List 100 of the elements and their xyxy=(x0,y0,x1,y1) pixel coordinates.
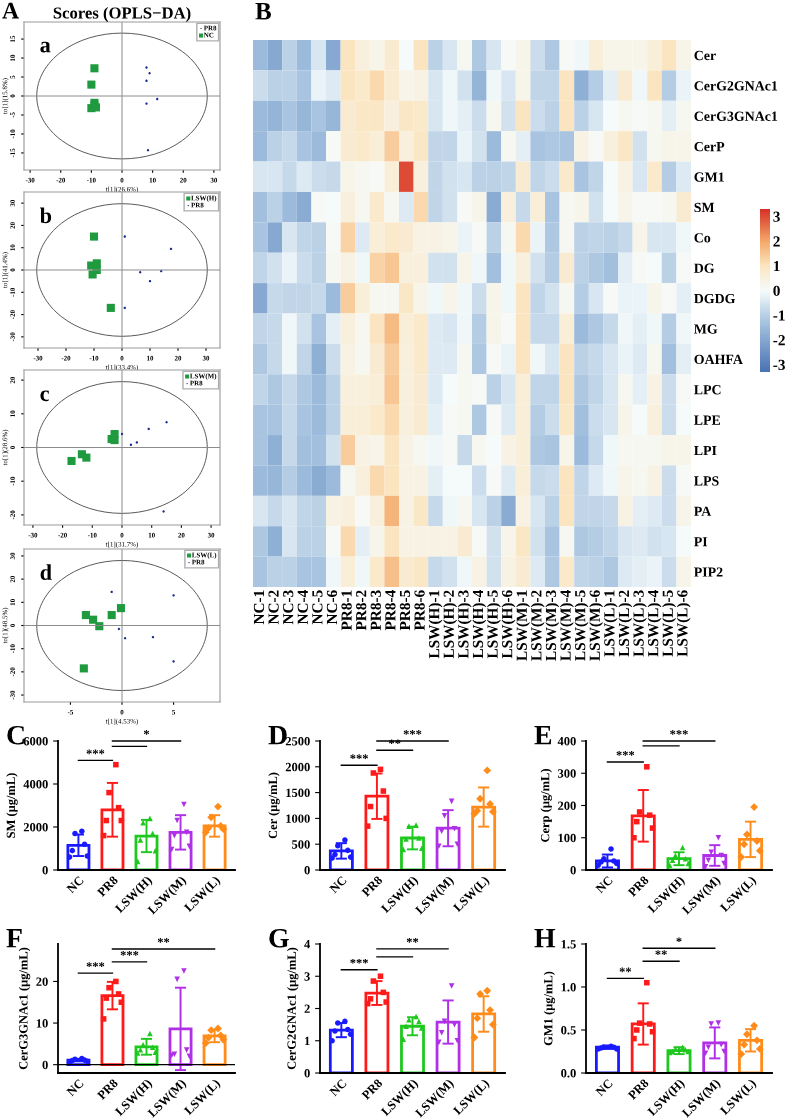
text: B xyxy=(255,2,271,20)
x-tick-label: NC-3 xyxy=(283,590,294,625)
x-tick-label: LSW(L)-4 xyxy=(647,590,662,657)
x-tick-label: LSW(H)-6 xyxy=(501,590,516,659)
x-tick-label: NC-1 xyxy=(253,590,265,625)
y-tick-label: 0.0 xyxy=(561,1069,576,1078)
y-tick-label: PIP2 xyxy=(694,567,723,577)
y-axis-title: CerG2GNAc1 (μg/mL) xyxy=(287,947,299,1070)
x-tick-label: NC xyxy=(595,1078,614,1097)
annotation: *** xyxy=(86,962,105,967)
x-tick-label: LSW(L)-1 xyxy=(603,590,618,657)
x-tick-label: LSW(M)-2 xyxy=(530,590,545,661)
x-tick-label: LSW(H)-4 xyxy=(472,590,487,659)
x-tick-label: LSW(H)-3 xyxy=(457,590,472,659)
annotation: *** xyxy=(120,950,139,956)
text: F xyxy=(6,929,22,948)
text: ** xyxy=(406,937,419,943)
x-tick-label: LSW(M)-5 xyxy=(574,590,589,661)
y-tick-label: PA xyxy=(694,506,712,516)
y-axis-title: CerG3GNAc1 (μg/mL) xyxy=(18,947,31,1070)
annotation: ** xyxy=(619,967,632,973)
y-tick-label: LPI xyxy=(694,445,717,456)
x-tick-label: NC-6 xyxy=(326,590,338,625)
x-tick-label: PR8-6 xyxy=(414,590,425,631)
text: * xyxy=(143,730,150,735)
y-tick-label: 500 xyxy=(292,840,310,849)
y-tick-label: 20 xyxy=(36,977,48,986)
y-tick-label: CerP xyxy=(694,141,725,152)
y-tick-label: 3 xyxy=(304,972,310,981)
annotation: b xyxy=(39,207,52,224)
x-tick-label: LSW(L)-3 xyxy=(632,590,647,657)
x-tick-label: LSW(L)-6 xyxy=(676,590,691,657)
annotation: a xyxy=(40,41,51,53)
x-tick-label: PR8-5 xyxy=(399,590,411,631)
text: A xyxy=(2,2,19,19)
y-tick-label: 6000 xyxy=(23,737,48,746)
y-tick-label: DGDG xyxy=(694,293,736,304)
x-tick-label: LSW(L)-2 xyxy=(618,590,633,657)
annotation: *** xyxy=(350,754,368,760)
x-tick-label: LSW(H)-1 xyxy=(428,590,443,659)
text: C xyxy=(7,725,24,745)
x-tick-label: NC xyxy=(66,875,84,894)
color-bar-label: -1 xyxy=(773,310,785,321)
text: E xyxy=(534,726,552,745)
annotation: *** xyxy=(616,751,635,756)
y-tick-label: 300 xyxy=(558,769,576,778)
x-tick-label: PR8 xyxy=(361,875,383,898)
y-tick-label: OAHFA xyxy=(694,354,743,365)
y-tick-label: 0 xyxy=(42,866,48,875)
y-tick-label: CerG2GNAc1 xyxy=(694,81,778,91)
y-tick-label: 1.5 xyxy=(561,940,576,949)
y-tick-label: 4 xyxy=(304,940,311,949)
y-tick-label: PI xyxy=(694,537,708,547)
y-tick-label: 200 xyxy=(558,801,576,810)
y-axis-title: Cerp (μg/mL) xyxy=(540,769,552,842)
y-tick-label: LPS xyxy=(694,476,719,486)
y-tick-label: LPC xyxy=(694,385,721,395)
text: *** xyxy=(403,730,422,735)
y-tick-label: MG xyxy=(694,324,718,334)
x-tick-label: LSW(M)-1 xyxy=(516,590,531,661)
x-tick-label: NC-2 xyxy=(268,590,279,625)
x-tick-label: PR8-2 xyxy=(356,590,367,631)
x-tick-label: NC-5 xyxy=(312,590,323,625)
x-tick-label: LSW(M)-3 xyxy=(545,590,560,661)
y-tick-label: 0 xyxy=(304,1069,310,1078)
text: * xyxy=(676,937,682,943)
x-tick-label: LSW(H)-2 xyxy=(443,590,458,659)
text: *** xyxy=(670,730,688,735)
annotation: *** xyxy=(86,749,105,755)
x-tick-label: NC xyxy=(329,875,347,894)
annotation: d xyxy=(40,564,52,580)
y-tick-label: 0 xyxy=(304,866,310,875)
annotation: ** xyxy=(655,950,667,955)
annotation: ** xyxy=(388,739,401,745)
y-tick-label: GM1 xyxy=(694,172,724,182)
color-bar-label: -3 xyxy=(773,359,785,371)
y-tick-label: 0 xyxy=(42,1060,48,1070)
y-tick-label: DG xyxy=(694,263,715,273)
y-tick-label: 0 xyxy=(570,866,576,875)
x-tick-label: NC xyxy=(66,1078,84,1097)
y-tick-label: 2500 xyxy=(285,737,310,746)
y-tick-label: LPE xyxy=(694,415,721,425)
y-tick-label: 2000 xyxy=(23,823,48,832)
y-tick-label: 1500 xyxy=(286,788,310,798)
y-tick-label: Cer xyxy=(694,50,716,61)
y-tick-label: 10 xyxy=(36,1019,48,1028)
text: ** xyxy=(157,938,170,943)
x-tick-label: PR8 xyxy=(361,1078,383,1101)
y-tick-label: 1000 xyxy=(286,814,310,823)
y-tick-label: SM xyxy=(694,202,715,213)
y-tick-label: 1.0 xyxy=(561,983,576,992)
x-tick-label: NC xyxy=(329,1078,347,1097)
x-tick-label: LSW(H)-5 xyxy=(486,590,501,659)
text: H xyxy=(534,929,556,948)
x-tick-label: PR8-4 xyxy=(385,590,396,631)
x-tick-label: NC xyxy=(595,875,614,894)
y-tick-label: 100 xyxy=(558,833,576,843)
x-tick-label: PR8-3 xyxy=(370,590,381,631)
x-tick-label: LSW(M)-6 xyxy=(589,590,604,661)
y-tick-label: 1 xyxy=(305,1036,310,1046)
